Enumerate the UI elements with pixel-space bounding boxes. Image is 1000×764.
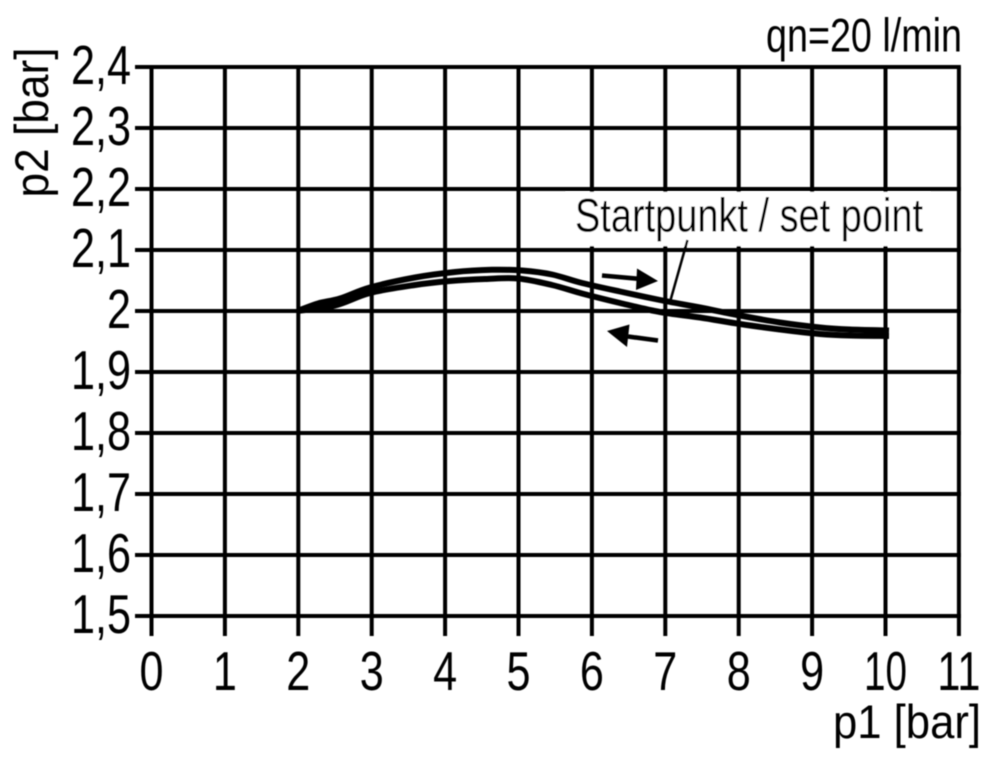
svg-text:9: 9 bbox=[800, 640, 824, 702]
svg-text:10: 10 bbox=[864, 640, 907, 702]
svg-text:1,5: 1,5 bbox=[71, 583, 131, 645]
svg-text:2,3: 2,3 bbox=[71, 95, 131, 157]
svg-text:4: 4 bbox=[433, 640, 457, 702]
svg-text:1,9: 1,9 bbox=[71, 339, 131, 401]
svg-text:2: 2 bbox=[107, 278, 131, 340]
svg-text:p1 [bar]: p1 [bar] bbox=[833, 695, 981, 748]
svg-text:Startpunkt / set point: Startpunkt / set point bbox=[575, 189, 923, 242]
svg-text:1,7: 1,7 bbox=[71, 461, 131, 523]
svg-text:1,6: 1,6 bbox=[71, 522, 131, 584]
svg-text:3: 3 bbox=[360, 640, 384, 702]
svg-text:2,4: 2,4 bbox=[71, 34, 131, 96]
svg-text:7: 7 bbox=[653, 640, 677, 702]
svg-text:0: 0 bbox=[140, 640, 164, 702]
svg-text:1: 1 bbox=[213, 640, 237, 702]
svg-text:11: 11 bbox=[937, 640, 980, 702]
svg-text:5: 5 bbox=[507, 640, 531, 702]
svg-text:2: 2 bbox=[286, 640, 310, 702]
svg-text:2,1: 2,1 bbox=[71, 217, 131, 279]
svg-text:qn=20 l/min: qn=20 l/min bbox=[766, 9, 962, 62]
svg-text:1,8: 1,8 bbox=[71, 400, 131, 462]
svg-text:6: 6 bbox=[580, 640, 604, 702]
svg-text:8: 8 bbox=[727, 640, 751, 702]
svg-text:p2 [bar]: p2 [bar] bbox=[5, 48, 58, 198]
svg-text:2,2: 2,2 bbox=[71, 156, 131, 218]
